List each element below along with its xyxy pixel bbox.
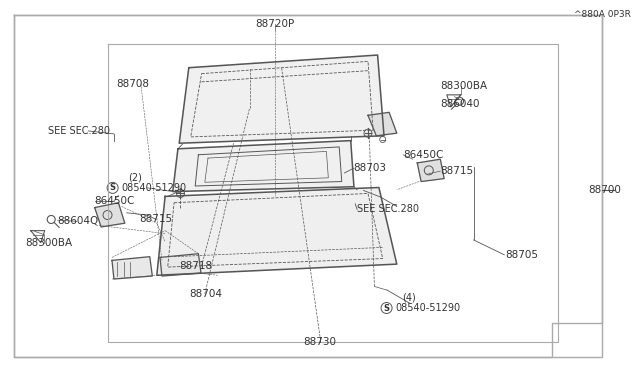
Text: 08540-51290: 08540-51290 <box>122 183 187 193</box>
Text: 88604Q: 88604Q <box>58 217 99 226</box>
Polygon shape <box>368 112 397 136</box>
Text: S: S <box>383 304 390 312</box>
Text: ^880A 0P3R: ^880A 0P3R <box>573 10 630 19</box>
Text: 88708: 88708 <box>116 79 150 89</box>
Polygon shape <box>179 55 384 143</box>
Text: 88705: 88705 <box>506 250 539 260</box>
Text: 88715: 88715 <box>140 215 173 224</box>
Text: 88730: 88730 <box>303 337 337 347</box>
Text: 08540-51290: 08540-51290 <box>396 303 461 313</box>
Polygon shape <box>95 203 125 227</box>
Text: (4): (4) <box>402 293 415 302</box>
Text: 88300BA: 88300BA <box>440 81 488 91</box>
Text: 88715: 88715 <box>440 166 474 176</box>
Polygon shape <box>160 254 201 276</box>
Text: 88718: 88718 <box>179 261 212 271</box>
Text: (2): (2) <box>128 173 142 183</box>
Text: 88704: 88704 <box>189 289 222 299</box>
Polygon shape <box>173 141 354 192</box>
Text: SEE SEC.280: SEE SEC.280 <box>357 205 419 214</box>
Text: SEE SEC.280: SEE SEC.280 <box>48 126 110 136</box>
Text: S: S <box>109 183 116 192</box>
Polygon shape <box>112 257 152 279</box>
Text: 88300BA: 88300BA <box>26 238 73 248</box>
Polygon shape <box>157 187 397 275</box>
Text: 88703: 88703 <box>353 163 387 173</box>
Text: 88700: 88700 <box>588 185 621 195</box>
Text: 86450C: 86450C <box>95 196 135 206</box>
Polygon shape <box>417 159 444 182</box>
Text: 88720P: 88720P <box>255 19 295 29</box>
Text: 886040: 886040 <box>440 99 480 109</box>
Text: 86450C: 86450C <box>403 150 444 160</box>
